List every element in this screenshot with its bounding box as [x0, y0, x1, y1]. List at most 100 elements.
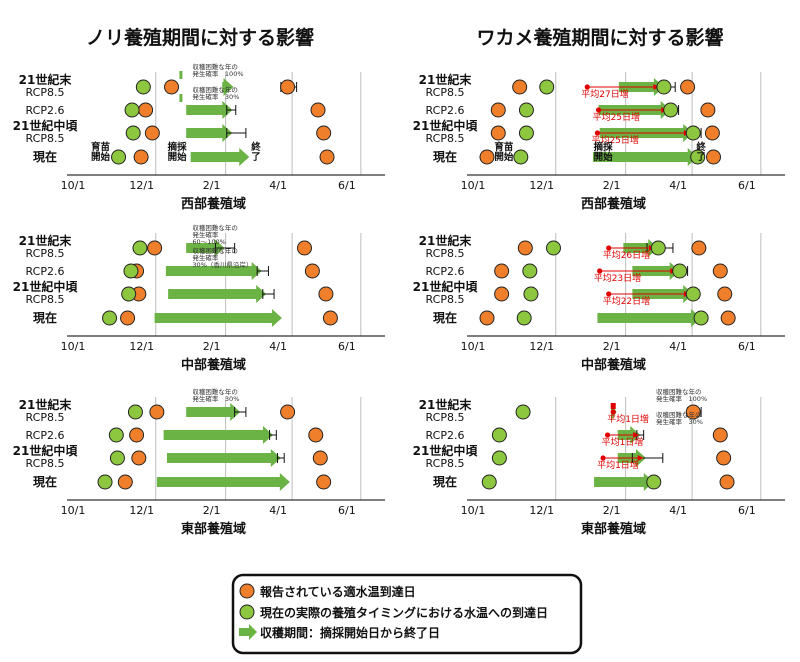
x-tick-label: 6/1 [338, 504, 356, 517]
green-point [132, 240, 148, 256]
row-label-period: 21世紀末 [19, 397, 73, 412]
x-tick-label: 10/1 [461, 504, 486, 517]
harvest-arrow [186, 124, 233, 142]
orange-point [494, 263, 510, 279]
event-end-label: 了 [696, 152, 706, 163]
x-tick-label: 6/1 [338, 340, 356, 353]
shift-arrowhead [633, 432, 640, 438]
orange-point [120, 310, 136, 326]
orange-point [700, 102, 716, 118]
shift-label: 平均26日増 [603, 249, 650, 261]
row-label-period: 現在 [33, 310, 57, 325]
green-point [690, 149, 706, 165]
orange-point [685, 404, 701, 420]
harvest-arrow [592, 148, 698, 166]
x-tick-label: 12/1 [529, 179, 554, 192]
panel-nori-0: 10/1 12/1 2/1 4/1 6/1西部養殖域21世紀末RCP8.5RCP2.62… [13, 62, 385, 212]
row-label-period: 現在 [33, 474, 57, 489]
green-point [693, 310, 709, 326]
x-tick-label: 2/1 [203, 504, 221, 517]
shift-label: 平均1日増 [602, 436, 644, 448]
legend-arrow-icon [239, 624, 257, 640]
panel-title: 中部養殖域 [581, 357, 646, 373]
green-point [123, 263, 139, 279]
row-label-scenario: RCP8.5 [426, 411, 465, 424]
note-text: 収穫困難な年の [192, 246, 238, 255]
green-point [108, 427, 124, 443]
row-label-period: 21世紀中頃 [413, 118, 479, 133]
shift-start-dot [606, 245, 612, 251]
legend-orange-marker [239, 583, 255, 599]
x-tick-label: 12/1 [529, 340, 554, 353]
row-label-period: 21世紀末 [419, 72, 473, 87]
shift-label: 平均27日増 [581, 88, 628, 100]
note-text: 60～100% [192, 238, 225, 246]
orange-point [517, 240, 533, 256]
harvest-arrow [186, 101, 233, 119]
legend-frame [231, 573, 583, 655]
x-tick-label: 10/1 [461, 179, 486, 192]
event-end-label: 了 [251, 152, 261, 163]
x-tick-label: 2/1 [603, 504, 621, 517]
row-label-scenario: RCP2.6 [26, 265, 65, 278]
shift-start-dot [610, 409, 616, 415]
x-tick-label: 6/1 [738, 340, 756, 353]
orange-point [164, 79, 180, 95]
orange-point [318, 286, 334, 302]
orange-point [147, 240, 163, 256]
green-point [523, 286, 539, 302]
green-point [516, 310, 532, 326]
row-label-period: 21世紀末 [419, 397, 473, 412]
x-tick-label: 12/1 [529, 504, 554, 517]
orange-point [280, 404, 296, 420]
green-point [491, 450, 507, 466]
panel-wakame-4: 10/1 12/1 2/1 4/1 6/1中部養殖域21世紀末RCP8.5RCP2.62… [413, 233, 785, 373]
x-tick-label: 4/1 [269, 504, 287, 517]
x-tick-label: 6/1 [338, 179, 356, 192]
legend-box: 報告されている適水温到達日 現在の実際の養殖タイミングにおける水温への到達日 収… [231, 573, 583, 655]
x-tick-label: 10/1 [61, 340, 86, 353]
shift-label: 平均25日増 [591, 134, 638, 146]
green-point [518, 102, 534, 118]
green-point [515, 404, 531, 420]
x-tick-label: 2/1 [203, 179, 221, 192]
x-tick-label: 10/1 [461, 340, 486, 353]
event-harvest-label: 開始 [168, 151, 188, 163]
row-label-period: 現在 [33, 149, 57, 164]
x-tick-label: 12/1 [129, 179, 154, 192]
shift-start-dot [594, 130, 601, 136]
event-start-label: 育苗 [494, 141, 514, 153]
nori-title: ノリ養殖期間に対する影響 [86, 26, 314, 49]
legend-green-label: 現在の実際の養殖タイミングにおける水温への到達日 [260, 605, 548, 620]
row-label-period: 21世紀中頃 [13, 443, 79, 458]
note-text: 発生確率 30% [656, 417, 703, 426]
green-point [672, 263, 688, 279]
orange-point [133, 149, 149, 165]
harvest-arrow [222, 78, 234, 96]
orange-point [149, 404, 165, 420]
shift-label: 平均23日増 [594, 272, 641, 284]
note-text: 発生確率 100% [192, 69, 243, 78]
panel-title: 東部養殖域 [581, 521, 646, 537]
row-label-period: 21世紀中頃 [13, 279, 79, 294]
note-marker [179, 94, 183, 102]
x-tick-label: 12/1 [129, 504, 154, 517]
orange-point [490, 125, 506, 141]
orange-point [720, 310, 736, 326]
row-label-scenario: RCP8.5 [26, 411, 65, 424]
legend-arrow-label: 収穫期間：摘採開始日から終了日 [260, 625, 440, 640]
shift-start-dot [595, 107, 602, 113]
green-point [121, 286, 137, 302]
green-point [124, 102, 140, 118]
orange-point [319, 149, 335, 165]
harvest-arrow [186, 403, 241, 421]
x-tick-label: 4/1 [669, 179, 687, 192]
orange-point [494, 286, 510, 302]
row-label-scenario: RCP2.6 [426, 104, 465, 117]
green-point [135, 79, 151, 95]
red-marker [610, 403, 616, 409]
x-tick-label: 4/1 [669, 340, 687, 353]
row-label-scenario: RCP2.6 [26, 104, 65, 117]
x-tick-label: 12/1 [129, 340, 154, 353]
x-tick-label: 4/1 [669, 504, 687, 517]
